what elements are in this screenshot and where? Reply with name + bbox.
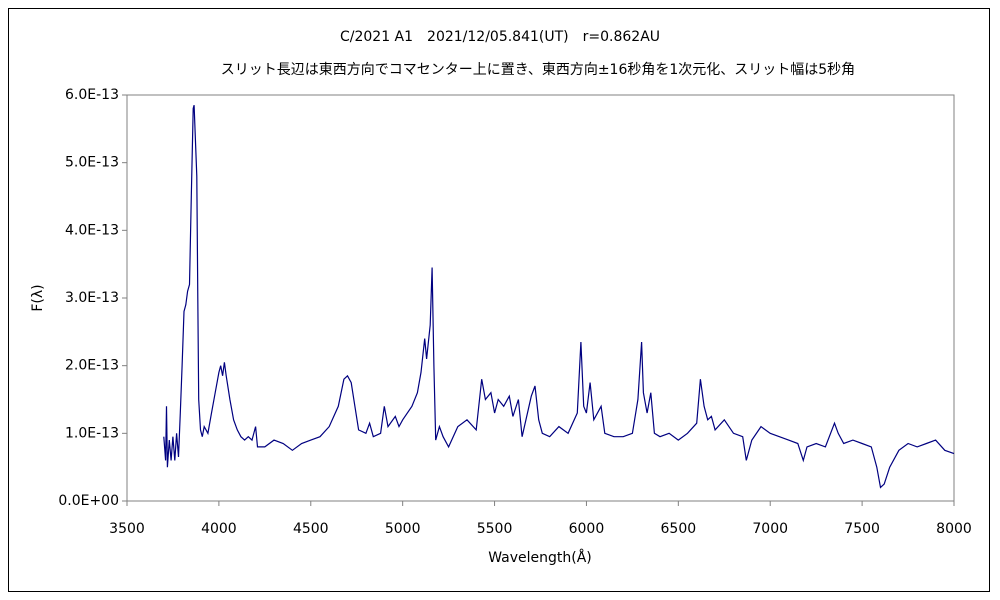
y-tick-label: 2.0E-13 bbox=[65, 358, 119, 374]
y-tick-label: 5.0E-13 bbox=[65, 155, 119, 171]
y-tick-label: 6.0E-13 bbox=[65, 87, 119, 103]
y-tick-label: 0.0E+00 bbox=[58, 493, 119, 509]
x-tick-label: 6500 bbox=[661, 521, 697, 537]
chart-title: C/2021 A1 2021/12/05.841(UT) r=0.862AU bbox=[340, 29, 660, 45]
chart-subtitle: スリット長辺は東西方向でコマセンター上に置き、東西方向±16秒角を1次元化、スリ… bbox=[221, 62, 855, 78]
x-tick-label: 7000 bbox=[752, 521, 788, 537]
x-axis-label: Wavelength(Å) bbox=[488, 549, 592, 566]
y-tick-label: 3.0E-13 bbox=[65, 290, 119, 306]
x-tick-label: 4000 bbox=[201, 521, 237, 537]
y-axis-label: F(λ) bbox=[30, 284, 46, 311]
x-tick-label: 5000 bbox=[385, 521, 421, 537]
x-tick-label: 8000 bbox=[936, 521, 972, 537]
y-tick-label: 4.0E-13 bbox=[65, 222, 119, 238]
y-tick-label: 1.0E-13 bbox=[65, 425, 119, 441]
x-tick-label: 4500 bbox=[293, 521, 329, 537]
x-tick-label: 7500 bbox=[844, 521, 880, 537]
x-tick-label: 6000 bbox=[569, 521, 605, 537]
spectrum-line bbox=[163, 104, 955, 489]
x-tick-label: 5500 bbox=[477, 521, 513, 537]
plot-area bbox=[126, 94, 955, 502]
x-tick-label: 3500 bbox=[109, 521, 145, 537]
